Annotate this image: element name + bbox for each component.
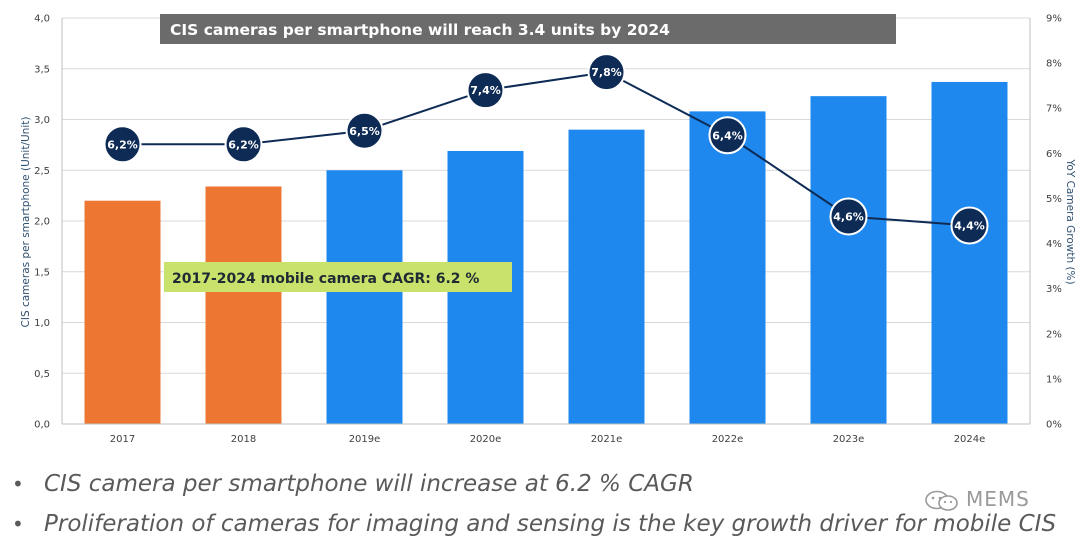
- growth-point: [466, 71, 505, 110]
- growth-point: [103, 125, 142, 164]
- y2-axis-title: YoY Camera Growth (%): [1064, 158, 1076, 284]
- bar: [810, 96, 887, 424]
- cagr-annotation-box: 2017-2024 mobile camera CAGR: 6.2 %: [164, 262, 512, 292]
- growth-data-label: 6,2%: [107, 138, 138, 151]
- bar: [84, 200, 161, 424]
- axes: 0,0 0,5 1,0 1,5 2,0 2,5 3,0 3,5 4,0 0% 1% 2% 3% 4% 5% 6…: [34, 14, 1062, 446]
- growth-data-label: 6,5%: [349, 125, 380, 138]
- x-tick-label: 2021e: [591, 434, 623, 445]
- bar-series: [84, 81, 1008, 424]
- chart-title-box: CIS cameras per smartphone will reach 3.…: [160, 14, 896, 44]
- bar: [205, 186, 282, 424]
- bullet-text: CIS camera per smartphone will increase …: [44, 471, 694, 497]
- y2-tick-label: 2%: [1046, 329, 1062, 340]
- y2-tick-label: 0%: [1046, 420, 1062, 431]
- y-tick-label: 4,0: [34, 14, 50, 25]
- growth-line: [122, 71, 970, 227]
- y2-tick-label: 9%: [1046, 14, 1062, 25]
- x-tick-label: 2019e: [349, 434, 381, 445]
- growth-data-label: 6,2%: [228, 138, 259, 151]
- bullet-item: • Proliferation of cameras for imaging an…: [12, 504, 1072, 544]
- cagr-annotation: 2017-2024 mobile camera CAGR: 6.2 %: [172, 271, 479, 287]
- bar: [689, 111, 766, 424]
- growth-point: [224, 125, 263, 164]
- x-tick-label: 2023e: [833, 434, 865, 445]
- y2-tick-label: 3%: [1046, 284, 1062, 295]
- bar: [931, 81, 1008, 424]
- y-tick-label: 1,0: [34, 318, 50, 329]
- bar: [568, 129, 645, 424]
- watermark: MEMS: [924, 487, 1030, 512]
- growth-line-series: [122, 71, 970, 227]
- y-tick-label: 2,5: [34, 166, 50, 177]
- y2-tick-label: 4%: [1046, 239, 1062, 250]
- y-tick-label: 1,5: [34, 267, 50, 278]
- y2-tick-label: 7%: [1046, 104, 1062, 115]
- chart-title-background: [160, 14, 896, 44]
- data-labels: 6,2% 6,2% 6,5% 7,4% 7,8% 6,4% 4,6% 4,4%: [103, 53, 989, 245]
- y2-tick-label: 1%: [1046, 374, 1062, 385]
- bullet-list: • CIS camera per smartphone will increase…: [12, 464, 1072, 544]
- x-tick-label: 2022e: [712, 434, 744, 445]
- x-tick-label: 2018: [231, 434, 256, 445]
- growth-data-label: 4,4%: [954, 220, 985, 233]
- y-tick-label: 0,0: [34, 420, 50, 431]
- bar: [326, 170, 403, 424]
- y2-tick-label: 6%: [1046, 149, 1062, 160]
- bullet-marker: •: [12, 512, 24, 536]
- y-tick-label: 2,0: [34, 217, 50, 228]
- bullet-text: Proliferation of cameras for imaging and…: [44, 511, 1057, 537]
- growth-data-label: 7,8%: [591, 66, 622, 79]
- growth-point: [950, 206, 989, 245]
- x-tick-label: 2024e: [954, 434, 986, 445]
- y-axis-title: CIS cameras per smartphone (Unit/Unit): [20, 117, 32, 328]
- growth-data-label: 4,6%: [833, 210, 864, 223]
- y2-tick-label: 5%: [1046, 194, 1062, 205]
- chart-title: CIS cameras per smartphone will reach 3.…: [170, 21, 670, 39]
- y-tick-label: 3,0: [34, 115, 50, 126]
- bullet-marker: •: [12, 472, 24, 496]
- combo-chart: 6,2% 6,2% 6,5% 7,4% 7,8% 6,4% 4,6% 4,4% 0,0 0,5 1…: [20, 14, 1076, 446]
- cagr-annotation-background: [164, 262, 512, 292]
- y-tick-label: 0,5: [34, 369, 50, 380]
- growth-data-label: 7,4%: [470, 84, 501, 97]
- bullet-item: • CIS camera per smartphone will increase…: [12, 464, 1072, 504]
- growth-point: [708, 116, 747, 155]
- wechat-icon: [924, 490, 960, 512]
- growth-point: [829, 197, 868, 236]
- growth-point: [345, 111, 384, 150]
- y2-tick-label: 8%: [1046, 59, 1062, 70]
- growth-point: [587, 53, 626, 92]
- x-tick-label: 2017: [110, 434, 135, 445]
- x-tick-label: 2020e: [470, 434, 502, 445]
- watermark-text: MEMS: [966, 487, 1030, 511]
- y-tick-label: 3,5: [34, 64, 50, 75]
- growth-data-label: 6,4%: [712, 129, 743, 142]
